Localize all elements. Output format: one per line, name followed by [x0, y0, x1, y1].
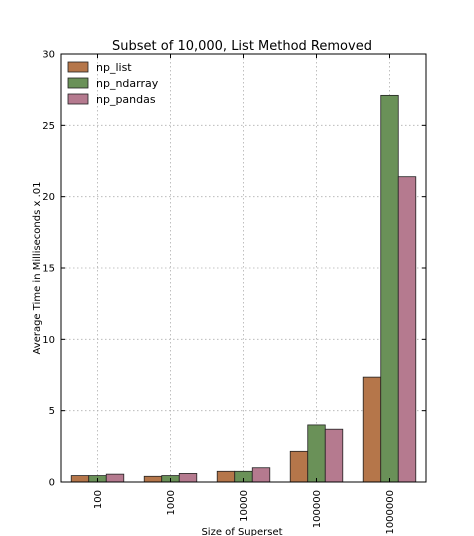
- y-axis-label: Average Time in Milliseconds x .01: [32, 182, 43, 355]
- y-tick-label: 5: [49, 406, 55, 417]
- legend-swatch: [67, 61, 89, 73]
- y-axis-ticks: 0 5 10 15 20 25 30: [42, 50, 426, 489]
- legend: np_list np_ndarray np_pandas: [67, 61, 159, 106]
- bar-np_list: [216, 470, 236, 483]
- x-axis-label: Size of Superset: [201, 527, 282, 536]
- bar-np_list: [70, 475, 90, 483]
- bars-group: [70, 94, 417, 483]
- x-tick-label: 100: [93, 490, 104, 509]
- bar-np_ndarray: [380, 94, 399, 483]
- legend-swatch: [67, 93, 89, 105]
- y-tick-label: 10: [42, 335, 55, 346]
- y-tick-label: 0: [49, 478, 55, 489]
- bar-np_pandas: [251, 467, 271, 483]
- bar-np_ndarray: [307, 424, 326, 483]
- bar-np_pandas: [324, 428, 344, 483]
- bar-np_list: [289, 450, 309, 483]
- x-tick-label: 100000: [312, 490, 323, 528]
- legend-label: np_list: [96, 61, 132, 74]
- legend-swatch: [67, 77, 89, 89]
- x-axis-ticks: 100 1000 10000 100000 1000000: [93, 54, 396, 535]
- y-tick-label: 20: [42, 192, 55, 203]
- x-tick-label: 1000000: [385, 490, 396, 535]
- x-tick-label: 1000: [166, 490, 177, 515]
- x-tick-label: 10000: [239, 490, 250, 522]
- bar-np_pandas: [105, 473, 125, 483]
- bar-np_list: [362, 376, 382, 483]
- bar-np_pandas: [178, 473, 198, 483]
- legend-label: np_ndarray: [96, 77, 159, 90]
- bar-np_list: [143, 475, 163, 483]
- y-tick-label: 15: [42, 264, 55, 275]
- bar-np_pandas: [397, 176, 417, 483]
- y-tick-label: 25: [42, 121, 55, 132]
- chart-title: Subset of 10,000, List Method Removed: [112, 39, 372, 54]
- legend-label: np_pandas: [96, 93, 156, 106]
- y-tick-label: 30: [42, 50, 55, 61]
